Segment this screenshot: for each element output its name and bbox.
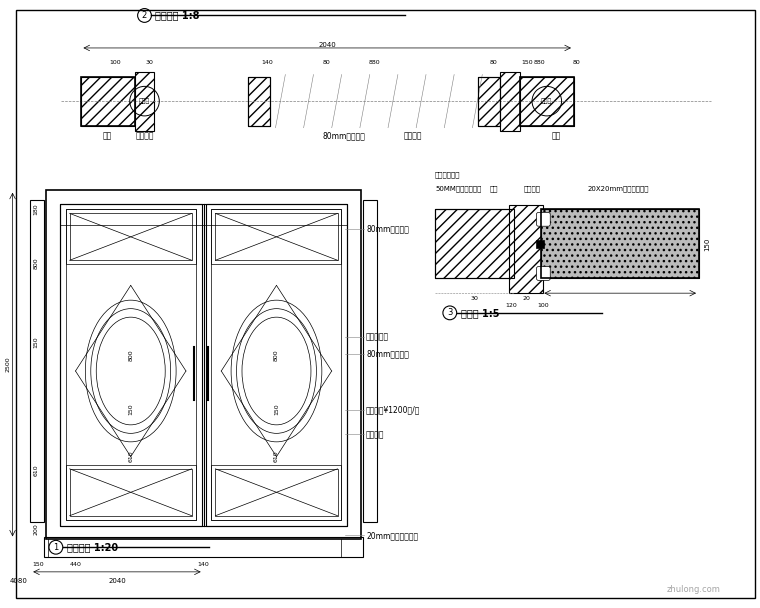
Text: 20: 20 <box>523 295 530 300</box>
Text: 2: 2 <box>142 11 147 20</box>
Text: 乌木面门框: 乌木面门框 <box>366 332 389 341</box>
Text: 610: 610 <box>128 451 133 463</box>
Bar <box>215 213 337 260</box>
Text: 200: 200 <box>33 523 38 536</box>
Bar <box>478 77 500 126</box>
Text: 2500: 2500 <box>5 357 11 372</box>
Bar <box>435 210 514 278</box>
Bar <box>65 210 196 264</box>
Text: 3: 3 <box>447 308 452 317</box>
Text: 20X20mm门缝沥漆堵性: 20X20mm门缝沥漆堵性 <box>587 185 649 192</box>
Text: 150: 150 <box>274 404 279 415</box>
Text: 20mm厚云石门坎留: 20mm厚云石门坎留 <box>366 531 418 540</box>
Bar <box>435 210 514 278</box>
Bar <box>65 465 196 520</box>
Bar <box>30 199 44 522</box>
Text: 150: 150 <box>522 60 534 65</box>
Bar <box>60 204 347 225</box>
Text: 30: 30 <box>145 60 154 65</box>
Text: 610: 610 <box>33 465 38 476</box>
Text: 880: 880 <box>534 60 545 65</box>
Bar <box>60 204 347 525</box>
Text: 120: 120 <box>505 303 517 308</box>
Text: 150: 150 <box>33 337 38 348</box>
Text: 180: 180 <box>33 204 38 215</box>
Bar <box>211 210 341 264</box>
FancyBboxPatch shape <box>537 266 550 280</box>
Text: 铰链: 铰链 <box>552 131 562 140</box>
Text: 440: 440 <box>70 562 81 567</box>
Text: 2040: 2040 <box>108 578 126 584</box>
Text: 50MM厚乌木门扇门: 50MM厚乌木门扇门 <box>435 185 481 192</box>
Bar <box>81 77 135 126</box>
Text: 铰链: 铰链 <box>489 185 498 192</box>
Text: 见详图: 见详图 <box>541 98 553 104</box>
Text: zhulong.com: zhulong.com <box>667 584 720 593</box>
Text: 乌木面门: 乌木面门 <box>404 131 423 140</box>
Bar <box>541 210 699 278</box>
Text: 4080: 4080 <box>9 578 27 584</box>
Bar <box>509 204 543 293</box>
Text: 880: 880 <box>368 60 380 65</box>
Bar <box>541 210 699 278</box>
Bar <box>44 537 363 557</box>
Text: 800: 800 <box>128 349 133 361</box>
Text: 门剖面图 1:8: 门剖面图 1:8 <box>155 10 200 21</box>
Bar <box>215 469 337 516</box>
Bar <box>248 77 270 126</box>
Text: 610: 610 <box>274 451 279 463</box>
Text: 80mm宽乌木线: 80mm宽乌木线 <box>366 350 409 359</box>
Text: 乌木门框: 乌木门框 <box>524 185 540 192</box>
Text: 150: 150 <box>33 562 44 567</box>
Bar <box>211 210 341 520</box>
Text: 1: 1 <box>53 543 59 551</box>
Text: 80mm宽乌木线: 80mm宽乌木线 <box>366 225 409 233</box>
Bar <box>46 190 361 539</box>
Text: 80: 80 <box>323 60 331 65</box>
Text: 800: 800 <box>33 258 38 269</box>
Text: 100: 100 <box>109 60 121 65</box>
Text: 大样图 1:5: 大样图 1:5 <box>461 308 499 318</box>
Text: 乌木门框: 乌木门框 <box>135 131 154 140</box>
Bar <box>81 77 135 126</box>
Text: 见详图: 见详图 <box>139 98 150 104</box>
Bar <box>537 240 544 248</box>
Text: 乌木门板: 乌木门板 <box>366 430 385 439</box>
Bar <box>520 77 574 126</box>
Text: 墙体: 墙体 <box>103 131 112 140</box>
Text: 30: 30 <box>470 295 478 300</box>
Text: 150: 150 <box>128 404 133 415</box>
Bar <box>60 204 201 525</box>
Text: 80: 80 <box>489 60 497 65</box>
Bar <box>520 77 574 126</box>
Bar <box>248 77 270 126</box>
Bar <box>478 77 500 126</box>
Bar <box>211 465 341 520</box>
Text: 140: 140 <box>261 60 274 65</box>
Bar <box>70 469 192 516</box>
Text: 拉手成套¥1200元/木: 拉手成套¥1200元/木 <box>366 406 420 415</box>
Text: 2040: 2040 <box>318 42 336 48</box>
Text: 100: 100 <box>537 303 549 308</box>
Text: 防火隔音胶垫: 防火隔音胶垫 <box>435 171 461 178</box>
Text: 140: 140 <box>198 562 210 567</box>
Bar <box>205 204 347 525</box>
Bar <box>70 213 192 260</box>
Text: 800: 800 <box>274 349 279 361</box>
Text: 150: 150 <box>704 237 710 250</box>
Text: 80: 80 <box>573 60 581 65</box>
Text: 门立面图 1:20: 门立面图 1:20 <box>67 542 118 552</box>
Bar <box>135 72 154 131</box>
Bar <box>363 199 377 522</box>
Bar <box>65 210 196 520</box>
FancyBboxPatch shape <box>537 212 550 226</box>
Bar <box>500 72 520 131</box>
Text: 80mm宽乌木线: 80mm宽乌木线 <box>323 131 366 140</box>
